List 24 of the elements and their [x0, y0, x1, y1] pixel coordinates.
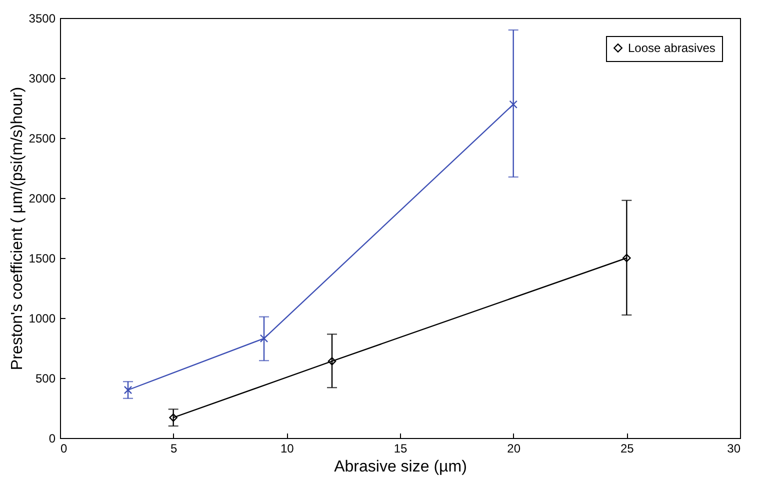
- y-tick-label: 1000: [28, 312, 56, 326]
- point: [328, 357, 336, 366]
- x-tick-label: 15: [394, 442, 408, 456]
- x-tick-label: 10: [280, 442, 294, 456]
- y-tick-label: 2000: [28, 192, 56, 206]
- x-tick-label: 5: [170, 442, 178, 456]
- y-tick-label: 3500: [28, 12, 56, 26]
- y-tick-label: 2500: [28, 132, 56, 146]
- x-tick-label: 20: [507, 442, 521, 456]
- legend-label: Loose abrasives: [628, 41, 716, 55]
- point: [169, 413, 178, 422]
- y-axis-title: Preston's coefficient ( µm/(psi(m/s)hour): [8, 86, 26, 370]
- point: [124, 386, 132, 394]
- y-tick-label: 0: [48, 432, 56, 446]
- point: [622, 254, 631, 262]
- y-tick-label: 3000: [28, 72, 56, 86]
- y-tick-label: 500: [35, 372, 56, 386]
- x-tick-label: 0: [60, 442, 68, 456]
- y-tick-label: 1500: [28, 252, 56, 266]
- point: [509, 100, 518, 109]
- x-tick-label: 25: [620, 442, 634, 456]
- x-axis-title: Abrasive size (µm): [334, 458, 467, 476]
- point: [260, 334, 268, 343]
- x-tick-label: 30: [727, 442, 741, 456]
